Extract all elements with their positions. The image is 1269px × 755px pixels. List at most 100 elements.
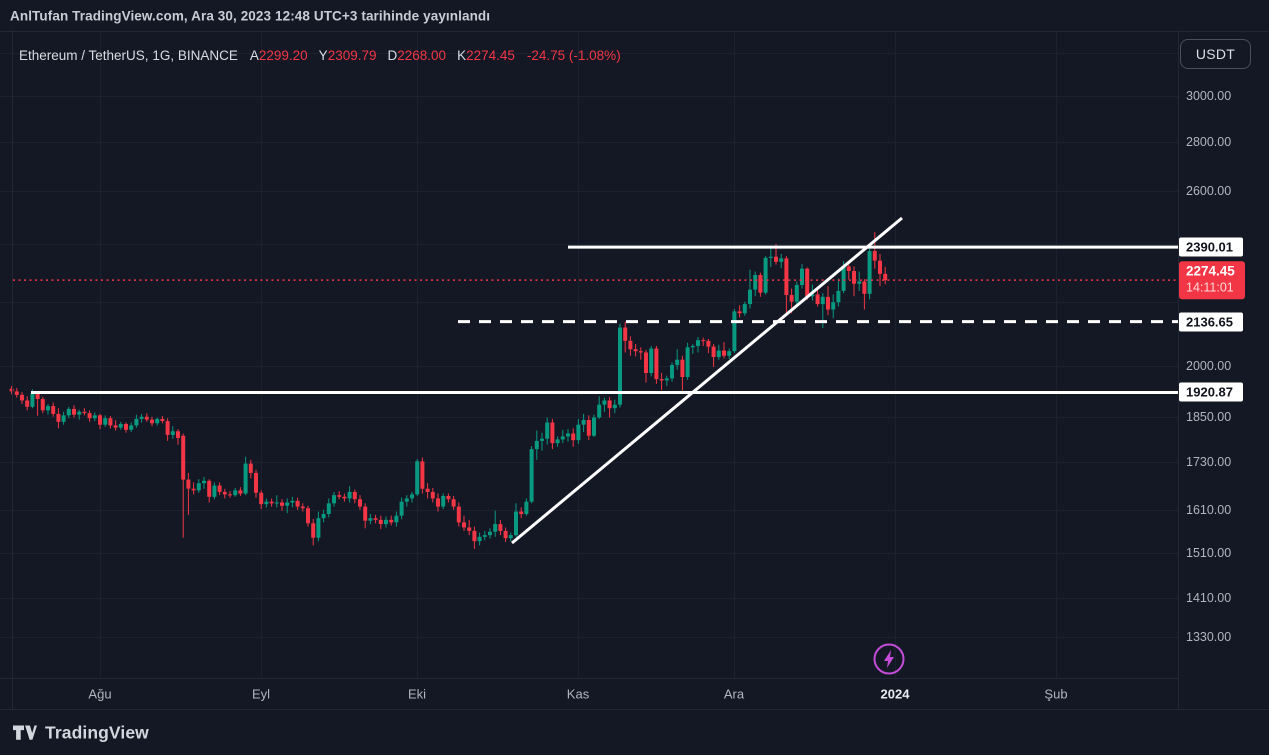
- candle-body: [98, 415, 102, 425]
- candle-body: [810, 294, 815, 297]
- candle-body: [623, 327, 628, 341]
- candle-body: [332, 495, 336, 504]
- candle-body: [779, 258, 784, 262]
- candle-body: [233, 490, 238, 496]
- time-axis-divider: [0, 678, 1178, 679]
- candle-body: [456, 506, 461, 523]
- candle-body: [820, 296, 825, 305]
- candle-body: [545, 422, 550, 439]
- candle-body: [680, 359, 685, 378]
- candle-body: [160, 418, 165, 422]
- candle-body: [638, 351, 643, 353]
- candle-body: [498, 524, 503, 531]
- candle-body: [644, 352, 648, 373]
- candle-body: [92, 415, 97, 419]
- candle-body: [514, 511, 518, 536]
- price-tick: 2000.00: [1186, 358, 1232, 373]
- drawing-trendline[interactable]: [511, 216, 903, 545]
- candle-body: [144, 416, 149, 420]
- candle-body: [550, 422, 555, 444]
- price-tick: 1850.00: [1186, 410, 1232, 425]
- time-label-Ara: Ara: [723, 686, 745, 702]
- candle-body: [664, 378, 669, 381]
- candle-body: [368, 518, 373, 521]
- candle-body: [373, 518, 378, 520]
- candle-body: [846, 266, 851, 271]
- candle-body: [139, 416, 144, 419]
- candle-body: [181, 435, 186, 480]
- currency-toggle-usdt[interactable]: USDT: [1180, 39, 1251, 69]
- candle-body: [316, 518, 321, 538]
- candle-body: [597, 404, 602, 418]
- symbol-title: Ethereum / TetherUS, 1G, BINANCE: [19, 47, 238, 63]
- attribution-text: AnlTufan TradingView.com, Ara 30, 2023 1…: [10, 8, 491, 23]
- time-label-Eyl: Eyl: [251, 686, 271, 702]
- candle-body: [30, 393, 35, 407]
- candle-body: [20, 394, 24, 401]
- candle-body: [358, 499, 362, 507]
- candle-body: [763, 257, 768, 293]
- candle-body: [274, 502, 279, 504]
- candle-body: [826, 296, 830, 310]
- candle-body: [420, 461, 425, 489]
- candle-body: [321, 514, 326, 519]
- candle-body: [337, 495, 342, 497]
- bar-countdown: 14:11:01: [1186, 280, 1234, 295]
- candle-body: [690, 345, 695, 348]
- candle-body: [228, 494, 232, 496]
- footer: TradingView: [0, 710, 1269, 755]
- candle-body: [560, 436, 565, 440]
- chart-pane[interactable]: [0, 30, 1178, 678]
- candle-body: [815, 294, 820, 305]
- footer-divider: [0, 709, 1269, 710]
- time-axis[interactable]: Ağu Eyl Eki Kas Ara 2024 Şub: [0, 678, 1178, 710]
- topbar-divider: [0, 31, 1269, 32]
- candle-body: [134, 418, 139, 426]
- candle-body: [862, 281, 867, 294]
- drawing-price-label: 1920.87: [1179, 382, 1243, 402]
- candle-body: [462, 522, 466, 528]
- candle-body: [186, 479, 191, 489]
- candle-body: [592, 417, 596, 436]
- price-tick: 1510.00: [1186, 545, 1232, 560]
- candle-body: [40, 399, 45, 411]
- candle-body: [285, 502, 290, 506]
- pane-left-border: [12, 30, 13, 710]
- candle-body: [576, 424, 581, 441]
- candle-body: [503, 530, 508, 539]
- candle-body: [800, 268, 804, 285]
- candle-body: [482, 535, 487, 537]
- ohlc-open: A2299.20: [249, 47, 308, 63]
- candle-body: [113, 425, 118, 428]
- candle-body: [742, 304, 747, 314]
- candle-body: [716, 350, 721, 358]
- lightning-marker-circle[interactable]: [873, 643, 905, 675]
- candle-body: [581, 419, 586, 425]
- time-label-Ağu: Ağu: [88, 686, 112, 702]
- candle-body: [586, 419, 591, 436]
- candle-body: [51, 406, 56, 414]
- candle-body: [477, 536, 482, 542]
- candle-body: [259, 492, 264, 505]
- candle-body: [789, 295, 794, 302]
- time-label-Kas: Kas: [566, 686, 590, 702]
- candle-body: [524, 501, 529, 515]
- candle-body: [472, 530, 477, 542]
- price-axis[interactable]: USDT 3000.00 2800.00 2600.00 2000.00 1850.00…: [1178, 30, 1269, 710]
- price-tick: 1610.00: [1186, 502, 1232, 517]
- tradingview-logo-link[interactable]: TradingView: [13, 722, 149, 743]
- candle-body: [488, 531, 492, 536]
- price-tick: 1730.00: [1186, 455, 1232, 470]
- candle-body: [243, 463, 248, 494]
- candle-body: [9, 388, 14, 392]
- candle-body: [883, 273, 888, 281]
- candle-body: [176, 431, 180, 438]
- drawing-price-label: 2390.01: [1179, 237, 1243, 257]
- candle-body: [649, 348, 654, 373]
- chart-svg[interactable]: [0, 30, 1178, 678]
- candle-body: [87, 413, 92, 419]
- candle-body: [61, 415, 66, 422]
- candle-body: [311, 523, 316, 538]
- candle-body: [748, 289, 752, 305]
